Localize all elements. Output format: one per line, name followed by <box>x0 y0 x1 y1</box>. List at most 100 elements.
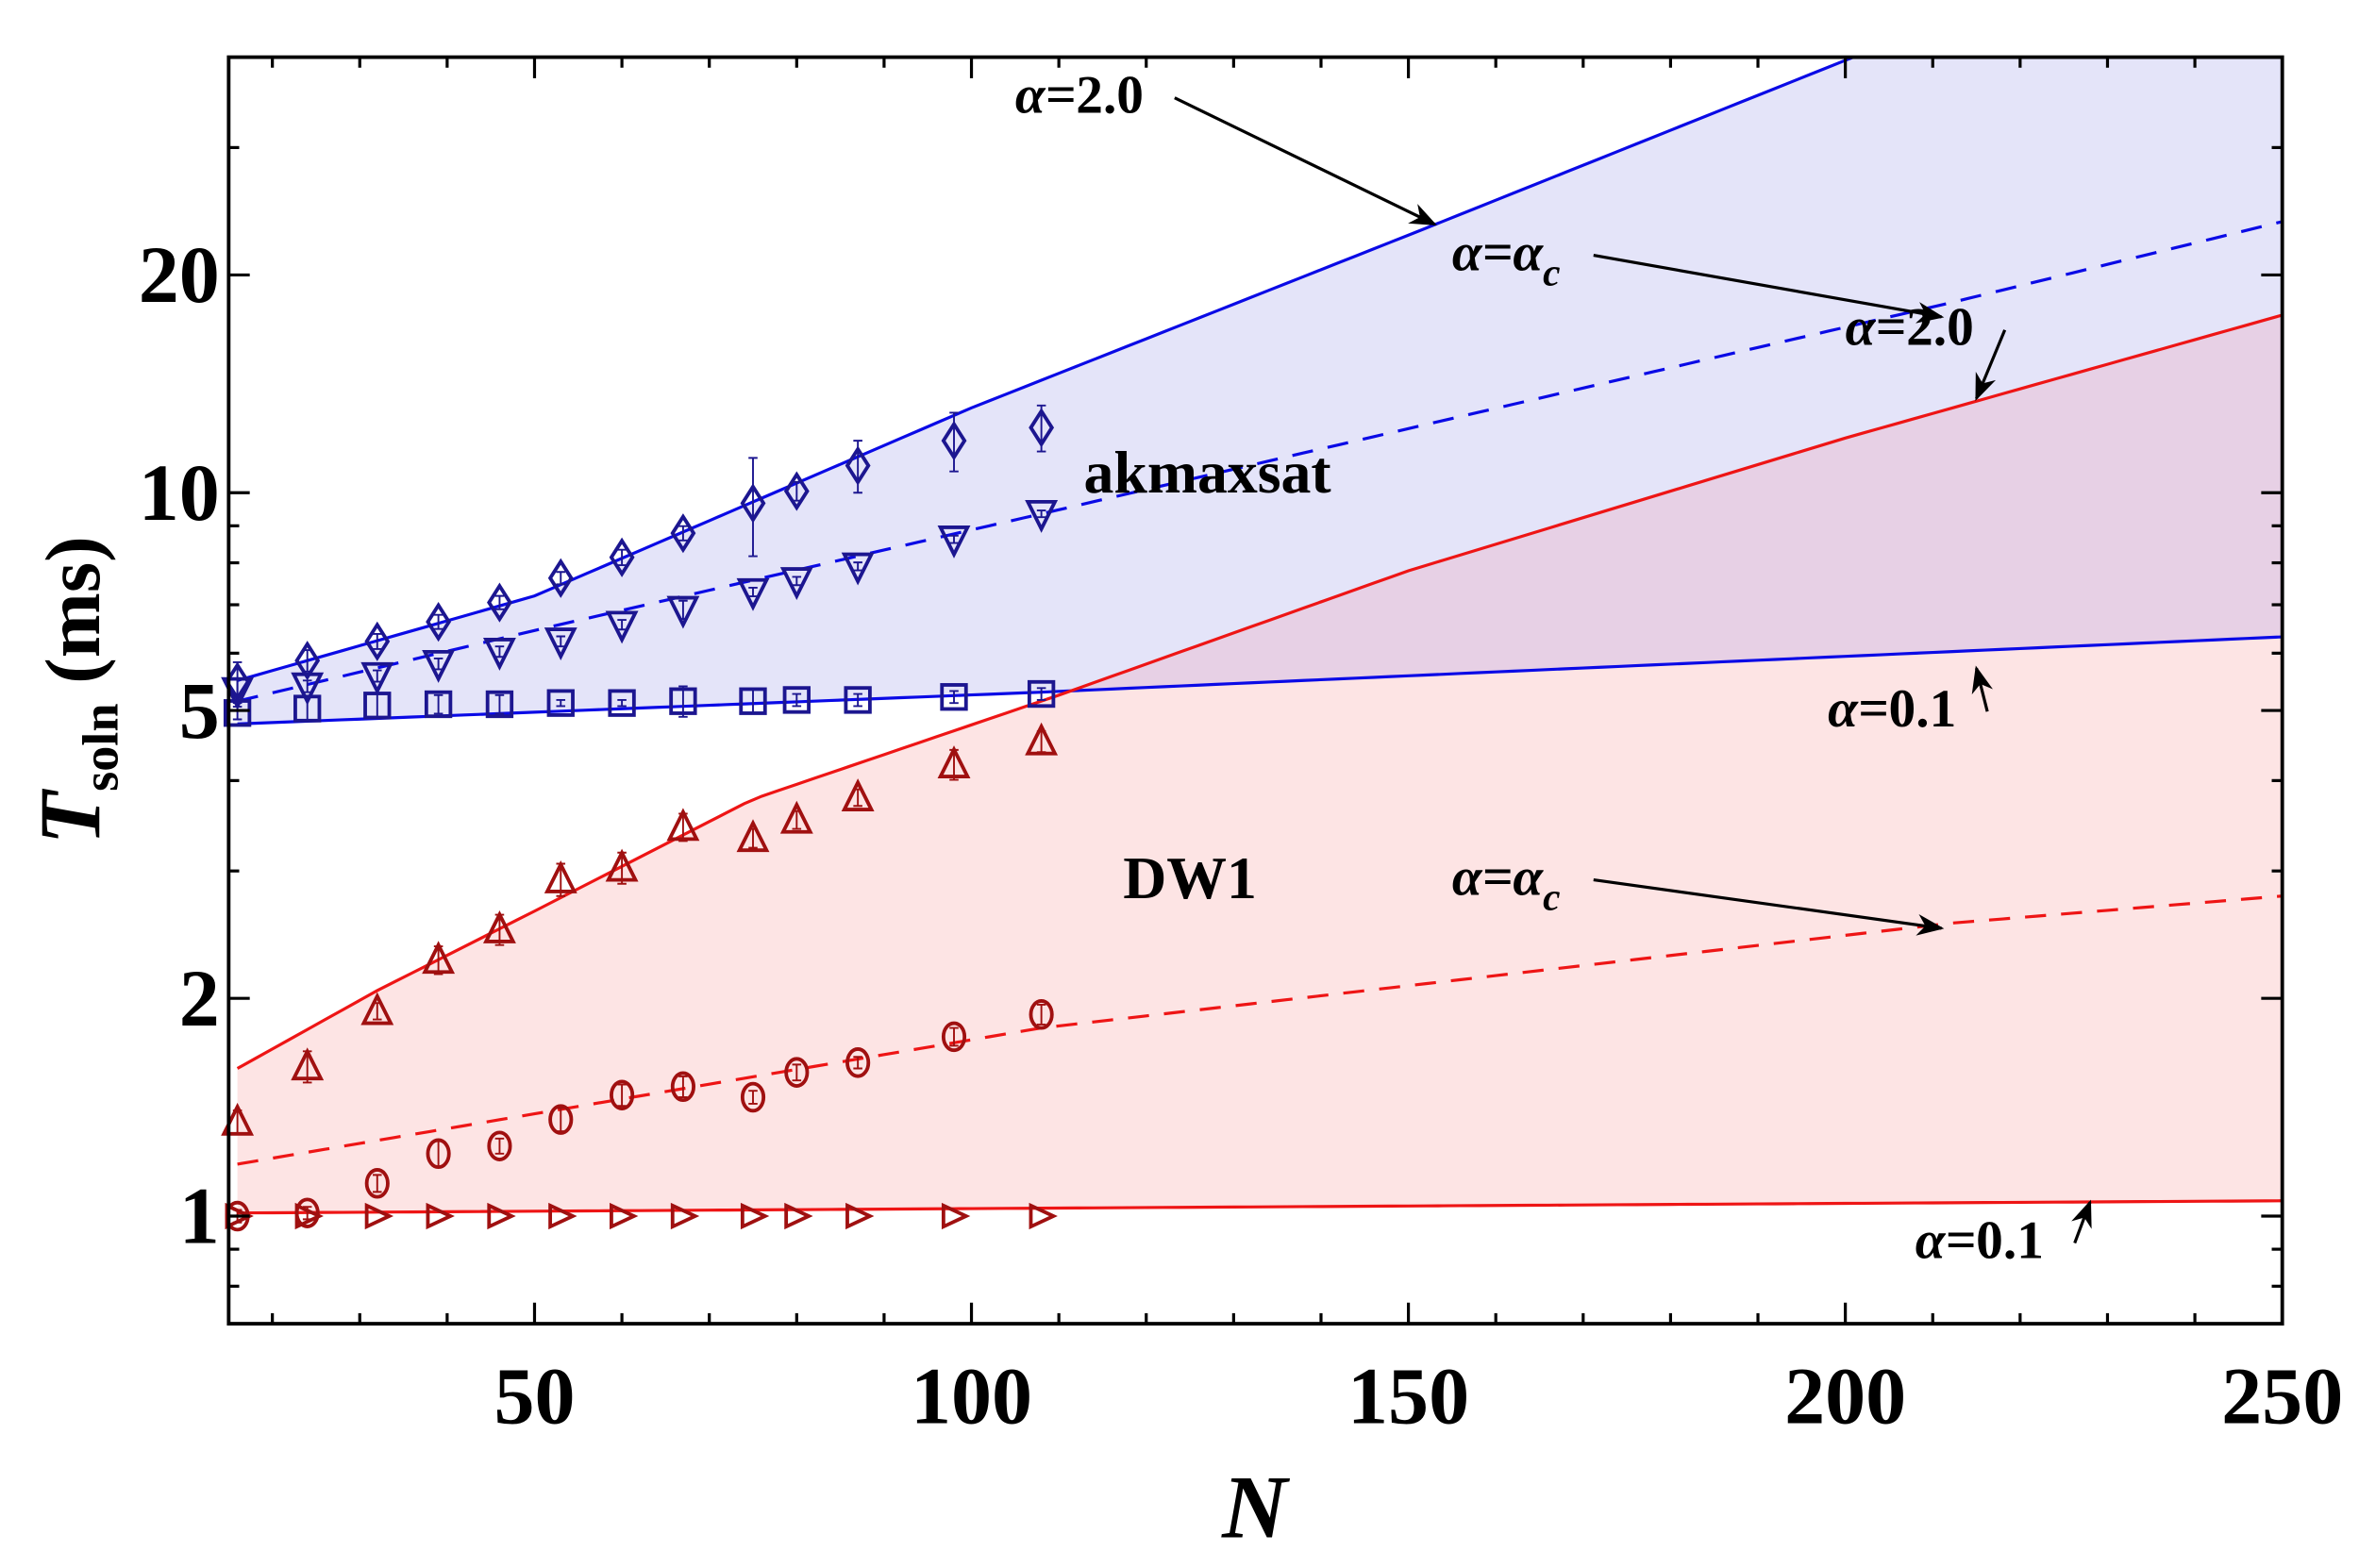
annotation-value: α <box>1513 848 1544 908</box>
marker-diamond <box>487 582 512 623</box>
annotation-label: α=0.1 <box>1828 679 1956 739</box>
marker-circle <box>740 1081 766 1113</box>
marker-triangle-right <box>1029 1202 1058 1230</box>
marker-triangle-down <box>937 525 971 559</box>
error-bar <box>748 457 758 558</box>
annotation-label: α=2.0 <box>1015 66 1144 125</box>
marker-triangle-down <box>841 552 875 586</box>
annotation-alpha: α= <box>1015 66 1076 125</box>
marker-triangle-right <box>487 1202 516 1230</box>
marker-triangle-down <box>1025 499 1059 533</box>
marker-square <box>739 687 767 715</box>
error-bar <box>1036 1003 1046 1026</box>
marker-circle <box>487 1130 512 1161</box>
marker-diamond <box>426 601 452 642</box>
marker-triangle-up <box>544 859 577 893</box>
marker-triangle-up <box>937 745 971 778</box>
marker-triangle-up <box>422 941 456 975</box>
annotation-arrow <box>1174 96 1437 226</box>
marker-circle <box>845 1047 871 1078</box>
error-bar <box>949 534 959 544</box>
error-bar <box>433 693 443 715</box>
y-axis-label-main: T <box>23 788 119 844</box>
marker-triangle-up <box>482 909 516 943</box>
annotation-label: α=αc <box>1452 848 1561 919</box>
marker-triangle-right <box>426 1202 455 1230</box>
annotation-subscript: c <box>1543 875 1560 918</box>
region-label-dw1: DW1 <box>1123 844 1257 911</box>
annotation-label: α=2.0 <box>1846 298 1974 358</box>
error-bar <box>494 693 505 715</box>
error-bar <box>792 575 802 587</box>
annotation-label: α=0.1 <box>1916 1210 2044 1270</box>
annotation-value: 0.1 <box>1976 1210 2044 1270</box>
region-label-akmaxsat: akmaxsat <box>1083 439 1330 506</box>
shaded-regions <box>237 57 2283 1213</box>
error-bar <box>853 692 862 708</box>
annotation-alpha: α= <box>1916 1210 1976 1270</box>
y-tick-label: 2 <box>179 953 220 1043</box>
data-points <box>221 404 1059 1232</box>
marker-diamond <box>845 445 871 486</box>
error-bar <box>232 706 243 721</box>
error-bar <box>748 587 758 598</box>
marker-diamond <box>783 471 810 511</box>
marker-triangle-up <box>605 848 639 882</box>
marker-diamond <box>740 483 766 524</box>
x-tick-label: 100 <box>911 1350 1032 1441</box>
error-bar <box>949 1026 959 1047</box>
marker-triangle-up <box>841 778 875 811</box>
annotation-arrow <box>1593 878 1945 936</box>
marker-triangle-right <box>670 1202 700 1230</box>
marker-triangle-right <box>845 1202 875 1230</box>
error-bar <box>792 1063 802 1082</box>
error-bar <box>949 690 959 705</box>
annotation-label: α=αc <box>1452 223 1561 293</box>
y-axis-label-unit: (ms) <box>29 536 116 703</box>
y-tick-label: 5 <box>179 665 220 756</box>
annotation-arrow <box>2071 1199 2092 1244</box>
error-bar <box>617 1083 627 1108</box>
marker-square <box>782 686 811 714</box>
marker-triangle-right <box>548 1202 577 1230</box>
error-bar <box>494 1137 505 1155</box>
marker-triangle-down <box>605 610 639 644</box>
y-tick-label: 20 <box>139 229 220 320</box>
fit-line-dw1-0_1 <box>237 1199 2283 1215</box>
x-tick-label: 150 <box>1347 1350 1469 1441</box>
annotation-alpha: α= <box>1828 679 1888 739</box>
overlap-region <box>237 315 2283 725</box>
marker-triangle-right <box>610 1202 639 1230</box>
marker-triangle-right <box>294 1202 324 1230</box>
marker-square <box>363 692 392 720</box>
marker-triangle-right <box>941 1202 971 1230</box>
annotation-subscript: c <box>1543 250 1560 293</box>
annotation-alpha: α= <box>1846 298 1906 358</box>
y-axis-label: Tsoln (ms) <box>23 536 128 844</box>
y-axis-label-sub: soln <box>72 704 128 792</box>
error-bar <box>617 698 627 708</box>
marker-circle <box>426 1138 451 1170</box>
error-bar <box>494 594 505 610</box>
marker-triangle-down <box>544 627 577 661</box>
x-tick-label: 250 <box>2221 1350 2343 1441</box>
annotation-value: 2.0 <box>1076 66 1144 125</box>
marker-triangle-up <box>360 992 394 1026</box>
marker-square <box>223 699 252 727</box>
marker-triangle-down <box>666 595 700 629</box>
marker-triangle-up <box>779 800 813 834</box>
marker-square <box>424 690 453 719</box>
marker-diamond <box>294 641 321 681</box>
marker-triangle-down <box>482 638 516 671</box>
plot-frame <box>226 55 2284 1326</box>
marker-circle <box>670 1071 695 1103</box>
annotation-value: α <box>1513 223 1544 282</box>
annotation-arrow <box>1593 253 1945 324</box>
marker-square <box>608 689 636 717</box>
marker-square <box>1027 679 1056 709</box>
marker-square <box>293 694 322 723</box>
annotation-arrow <box>1975 329 2007 401</box>
marker-square <box>669 687 697 715</box>
marker-circle <box>1029 999 1054 1030</box>
marker-triangle-up <box>1025 722 1059 756</box>
